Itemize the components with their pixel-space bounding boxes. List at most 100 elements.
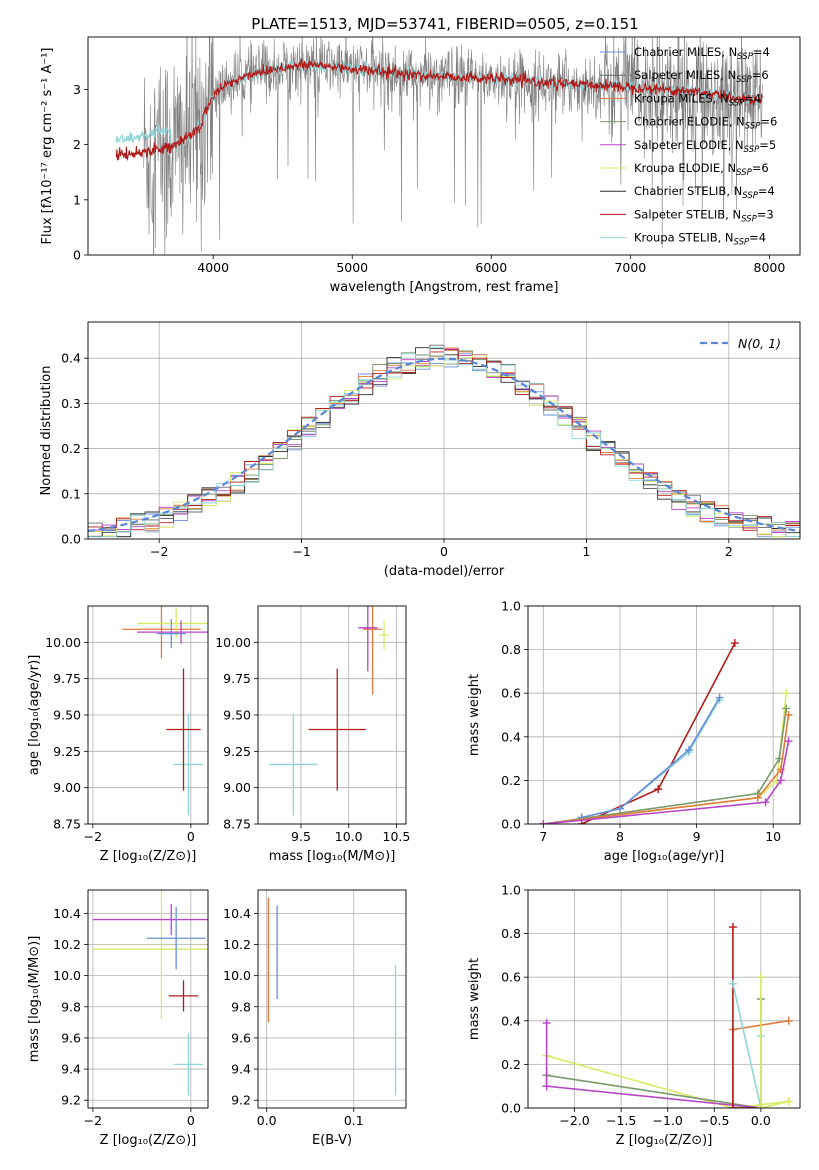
y-tick-label: 3 — [73, 82, 81, 97]
legend-sub: SSP — [736, 75, 752, 85]
y-tick-label: 1.0 — [501, 599, 521, 614]
x-tick-label: 6000 — [475, 260, 507, 275]
x-axis-label: Z [log₁₀(Z/Z⊙)] — [100, 849, 197, 864]
weight-marker — [784, 711, 793, 719]
weight-marker — [728, 1104, 737, 1108]
weight-marker — [784, 737, 793, 746]
legend-sub: SSP — [742, 191, 758, 201]
x-tick-label: 1 — [582, 544, 590, 559]
weight-marker — [756, 973, 765, 982]
weight-marker — [542, 1082, 551, 1091]
legend-name: Salpeter MILES, N — [634, 68, 736, 82]
y-tick-label: 9.8 — [231, 999, 251, 1014]
y-tick-label: 0.8 — [501, 642, 521, 657]
x-axis-label: (data-model)/error — [384, 564, 505, 579]
legend-tail: =6 — [752, 161, 769, 175]
weight-marker — [615, 804, 624, 813]
weight-marker — [684, 745, 693, 754]
weight-line — [732, 983, 762, 1108]
plot-area — [92, 890, 208, 1096]
y-tick-label: 0.2 — [61, 441, 81, 456]
y-tick-label: 9.8 — [61, 999, 81, 1014]
y-axis-label: Normed distribution — [39, 366, 54, 496]
x-tick-label: 0 — [187, 1113, 195, 1128]
weight-line — [546, 999, 762, 1108]
plot-mass-vs-Z: −2 0 9.2 9.4 9.6 9.8 10.0 10.2 10.4 Z [log₁₀(Z/Z⊙… — [27, 889, 209, 1148]
normal-curve — [88, 357, 800, 533]
x-axis-label: wavelength [Angstrom, rest frame] — [330, 280, 559, 295]
model-spectrum — [115, 58, 763, 162]
legend-label: Salpeter MILES, NSSP=6 — [634, 68, 769, 85]
plot-age-vs-Z: −2 0 8.75 9.00 9.25 9.50 9.75 10.00 Z [log₁₀(Z/Z… — [27, 605, 209, 864]
y-tick-label: 9.00 — [223, 780, 251, 795]
y-tick-label: 9.50 — [223, 708, 251, 723]
x-tick-label: 4000 — [197, 260, 229, 275]
legend-sub: SSP — [734, 238, 750, 248]
y-tick-label: 0.4 — [501, 729, 521, 744]
plot-spectrum: 4000 5000 6000 7000 8000 0 1 2 3 wavelength [Angs… — [40, 36, 801, 295]
legend-sub: SSP — [737, 52, 753, 62]
weight-line — [581, 697, 721, 819]
legend-name: Salpeter STELIB, N — [634, 207, 741, 221]
plot-weight-vs-age: 7 8 9 10 0.0 0.2 0.4 0.6 0.8 1.0 age [log₁₀(age/yr… — [467, 599, 801, 864]
x-tick-label: −2 — [84, 829, 102, 844]
y-tick-label: 9.2 — [231, 1093, 251, 1108]
plot-mass-vs-EBV: 0.0 0.1 9.2 9.4 9.6 9.8 10.0 10.2 10.4 E(B-V) — [223, 889, 407, 1148]
legend-tail: =6 — [760, 115, 777, 129]
y-tick-label: 10.00 — [215, 635, 251, 650]
x-tick-label: −2.0 — [559, 1113, 589, 1128]
y-axis-label: age [log₁₀(age/yr)] — [27, 655, 42, 776]
y-tick-label: 8.75 — [53, 817, 81, 832]
x-tick-label: 0.0 — [751, 1113, 771, 1128]
y-tick-label: 9.00 — [53, 780, 81, 795]
axes-frame — [87, 321, 801, 540]
legend-label: Kroupa STELIB, NSSP=4 — [634, 231, 766, 248]
weight-marker — [784, 1097, 793, 1106]
legend-name: Kroupa STELIB, N — [634, 231, 734, 245]
y-tick-label: 0 — [73, 248, 81, 263]
plot-area — [267, 897, 397, 1096]
y-tick-label: 9.6 — [231, 1030, 251, 1045]
x-tick-label: −2 — [150, 544, 168, 559]
legend-tail: =3 — [757, 207, 774, 221]
legend-name: Kroupa MILES, N — [634, 91, 729, 105]
legend-label: Chabrier STELIB, NSSP=4 — [634, 184, 775, 201]
x-tick-label: 9 — [693, 829, 701, 844]
legend-tail: =4 — [758, 184, 775, 198]
legend-label: Salpeter STELIB, NSSP=3 — [634, 207, 774, 224]
x-tick-label: 7 — [539, 829, 547, 844]
x-tick-label: −1 — [292, 544, 310, 559]
legend-sub: SSP — [744, 145, 760, 155]
weight-marker — [753, 793, 762, 802]
legend-name: Chabrier MILES, N — [634, 45, 737, 59]
weight-line — [581, 642, 736, 824]
weight-line — [732, 927, 761, 1108]
legend-name: Chabrier ELODIE, N — [634, 115, 745, 129]
weight-marker — [542, 1018, 551, 1027]
figure-title: PLATE=1513, MJD=53741, FIBERID=0505, z=0… — [251, 15, 638, 33]
y-tick-label: 1 — [73, 192, 81, 207]
legend-sub: SSP — [741, 214, 757, 224]
plot-age-vs-mass: 9.5 10.0 10.5 8.75 9.00 9.25 9.50 9.75 10.00 mass… — [215, 605, 410, 864]
y-tick-label: 9.4 — [231, 1062, 251, 1077]
weight-line — [543, 714, 790, 824]
x-axis-label: Z [log₁₀(Z/Z⊙)] — [100, 1133, 197, 1148]
axes-frame — [87, 605, 209, 825]
axes-frame — [87, 36, 801, 256]
weight-marker — [782, 689, 791, 698]
plot-area — [542, 923, 793, 1108]
y-tick-label: 9.2 — [61, 1093, 81, 1108]
x-tick-label: 0 — [187, 829, 195, 844]
legend-tail: =4 — [749, 231, 766, 245]
weight-line — [760, 977, 789, 1108]
weight-marker — [539, 820, 548, 824]
legend-label: Chabrier ELODIE, NSSP=6 — [634, 115, 777, 132]
x-tick-label: 0 — [440, 544, 448, 559]
y-tick-label: 0.6 — [501, 970, 521, 985]
x-axis-label: mass [log₁₀(M/M⊙)] — [269, 849, 396, 864]
residual-histogram — [88, 346, 800, 538]
x-tick-label: 5000 — [336, 260, 368, 275]
legend-name: Kroupa ELODIE, N — [634, 161, 736, 175]
